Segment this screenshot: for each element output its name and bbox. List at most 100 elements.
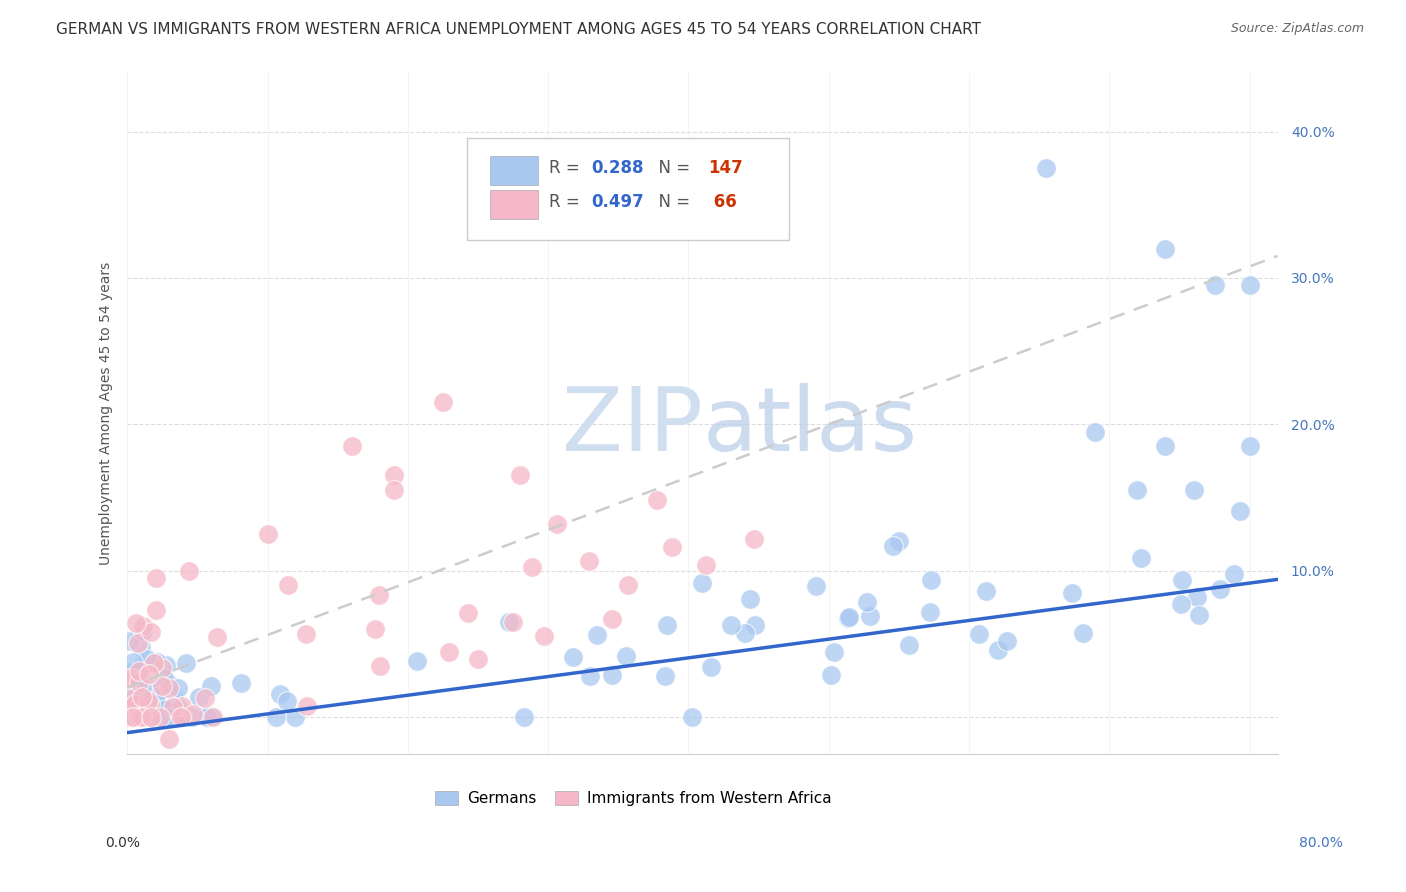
Text: R =: R = [550,160,585,178]
Point [150,708,173,723]
Point [1071,625,1094,640]
Point [195,710,218,724]
Point [368,659,391,673]
Point [132,624,155,638]
Point [276,694,298,708]
Point [1182,483,1205,497]
Point [142,656,165,670]
Point [205,630,228,644]
Point [987,642,1010,657]
Point [340,439,363,453]
Point [121,705,143,719]
Point [823,645,845,659]
Point [1229,504,1251,518]
Point [118,633,141,648]
Point [974,584,997,599]
Point [139,710,162,724]
Point [195,710,218,724]
Point [128,699,150,714]
Point [170,698,193,713]
Text: Source: ZipAtlas.com: Source: ZipAtlas.com [1230,22,1364,36]
Point [124,710,146,724]
Point [155,658,177,673]
Point [162,710,184,724]
Point [882,539,904,553]
Point [153,710,176,724]
Point [614,649,637,664]
FancyBboxPatch shape [489,190,538,219]
Point [122,710,145,724]
Point [153,682,176,697]
Point [148,710,170,724]
Point [142,682,165,697]
Point [152,690,174,704]
Point [695,558,717,572]
Point [177,565,200,579]
Point [128,710,150,724]
Point [131,710,153,724]
Point [742,532,765,546]
Point [128,665,150,679]
Point [125,710,148,724]
Point [121,710,143,724]
Point [887,534,910,549]
Text: N =: N = [648,194,696,211]
Point [129,710,152,724]
Point [201,710,224,724]
Point [149,710,172,724]
Point [156,701,179,715]
Point [1035,161,1057,175]
Point [1171,574,1194,588]
Point [1222,566,1244,581]
Point [382,483,405,497]
Point [655,617,678,632]
Point [121,689,143,703]
Point [134,676,156,690]
Point [522,559,544,574]
Point [180,710,202,724]
Point [122,710,145,724]
Point [1126,483,1149,497]
Point [181,706,204,721]
Point [138,667,160,681]
Point [681,710,703,724]
Point [169,710,191,724]
Point [1239,439,1261,453]
Point [135,710,157,724]
Point [195,708,218,723]
Point [284,710,307,724]
Point [155,702,177,716]
Point [128,674,150,689]
Point [124,710,146,724]
Point [157,692,180,706]
Point [131,710,153,724]
Point [690,575,713,590]
Point [127,710,149,724]
Point [509,468,531,483]
Point [367,588,389,602]
Point [159,710,181,724]
Point [898,638,921,652]
FancyBboxPatch shape [467,137,789,240]
Point [734,625,756,640]
Point [152,671,174,685]
Point [121,672,143,686]
Point [143,691,166,706]
Text: 80.0%: 80.0% [1299,836,1343,850]
Point [720,618,742,632]
Legend: Germans, Immigrants from Western Africa: Germans, Immigrants from Western Africa [427,783,839,814]
Point [159,710,181,724]
Point [229,675,252,690]
Point [135,689,157,703]
Point [157,681,180,695]
Point [150,680,173,694]
Point [145,603,167,617]
Point [1188,608,1211,623]
Point [859,609,882,624]
Point [162,700,184,714]
Point [1170,597,1192,611]
Point [131,690,153,705]
Point [128,698,150,713]
Point [117,710,139,724]
Point [118,691,141,706]
